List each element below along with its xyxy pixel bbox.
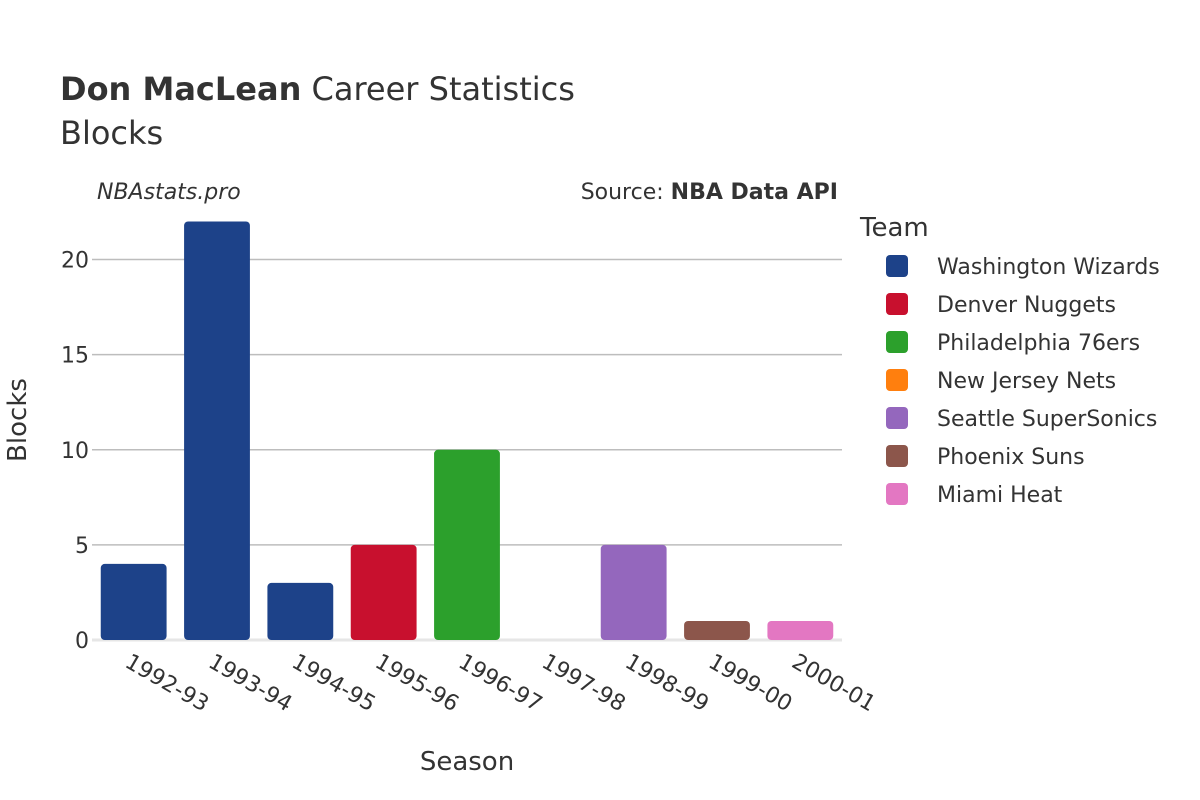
bars xyxy=(100,221,834,640)
bar-1995-96 xyxy=(350,544,417,640)
legend-label: Seattle SuperSonics xyxy=(937,407,1157,432)
legend-swatch xyxy=(886,331,908,353)
y-tick-label: 10 xyxy=(61,439,89,464)
y-tick-label: 15 xyxy=(61,344,89,369)
bar-1999-00 xyxy=(684,620,750,640)
x-tick-label: 1997-98 xyxy=(537,650,629,718)
legend-swatch xyxy=(886,445,908,467)
y-tick-label: 5 xyxy=(75,534,89,559)
y-tick-labels: 0 5 10 15 20 xyxy=(61,249,89,654)
legend-swatch xyxy=(886,255,908,277)
legend-item[interactable]: Washington Wizards xyxy=(886,255,1160,280)
legend-item[interactable]: Miami Heat xyxy=(886,483,1063,508)
legend-item[interactable]: Phoenix Suns xyxy=(886,445,1085,470)
bar-1993-94 xyxy=(184,221,250,640)
y-tick-label: 20 xyxy=(61,249,89,274)
watermark: NBAstats.pro xyxy=(97,180,241,205)
x-tick-label: 1998-99 xyxy=(621,650,713,718)
bar-2000-01 xyxy=(767,620,834,640)
y-tick-label: 0 xyxy=(75,629,89,654)
x-tick-label: 1999-00 xyxy=(704,650,796,718)
legend-swatch xyxy=(886,293,908,315)
legend-label: Miami Heat xyxy=(937,483,1063,508)
legend: Washington Wizards Denver Nuggets Philadel… xyxy=(886,255,1160,508)
legend-label: New Jersey Nets xyxy=(937,369,1116,394)
source-label: Source: NBA Data API xyxy=(581,180,838,205)
bar-1992-93 xyxy=(100,563,167,640)
bar-1996-97 xyxy=(434,449,500,640)
legend-swatch xyxy=(886,483,908,505)
bar-1994-95 xyxy=(267,582,334,640)
legend-item[interactable]: Denver Nuggets xyxy=(886,293,1116,318)
x-tick-labels: 1992-931993-941994-951995-961996-971997-… xyxy=(121,650,880,718)
legend-item[interactable]: Seattle SuperSonics xyxy=(886,407,1157,432)
legend-swatch xyxy=(886,369,908,391)
x-tick-label: 2000-01 xyxy=(787,650,879,718)
x-axis-title: Season xyxy=(420,747,514,777)
legend-item[interactable]: Philadelphia 76ers xyxy=(886,331,1140,356)
legend-label: Phoenix Suns xyxy=(937,445,1085,470)
legend-label: Washington Wizards xyxy=(937,255,1160,280)
legend-title: Team xyxy=(859,213,929,243)
chart-title: Don MacLean Career Statistics xyxy=(60,70,575,108)
legend-item[interactable]: New Jersey Nets xyxy=(886,369,1116,394)
x-tick-label: 1996-97 xyxy=(454,650,546,718)
x-tick-label: 1993-94 xyxy=(204,650,296,718)
legend-label: Philadelphia 76ers xyxy=(937,331,1140,356)
legend-swatch xyxy=(886,407,908,429)
x-tick-label: 1994-95 xyxy=(287,650,379,718)
legend-label: Denver Nuggets xyxy=(937,293,1116,318)
y-axis-title: Blocks xyxy=(3,378,33,462)
chart-subtitle: Blocks xyxy=(60,114,163,152)
x-tick-label: 1992-93 xyxy=(121,650,213,718)
x-tick-label: 1995-96 xyxy=(371,650,463,718)
bar-1998-99 xyxy=(600,544,667,640)
